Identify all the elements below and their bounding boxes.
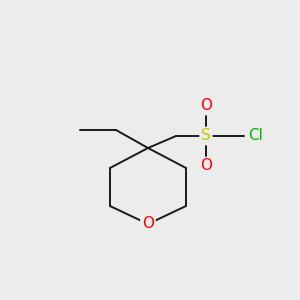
Text: O: O: [142, 217, 154, 232]
Text: O: O: [200, 158, 212, 173]
Text: Cl: Cl: [248, 128, 263, 143]
Text: S: S: [201, 128, 211, 143]
Text: O: O: [200, 98, 212, 113]
